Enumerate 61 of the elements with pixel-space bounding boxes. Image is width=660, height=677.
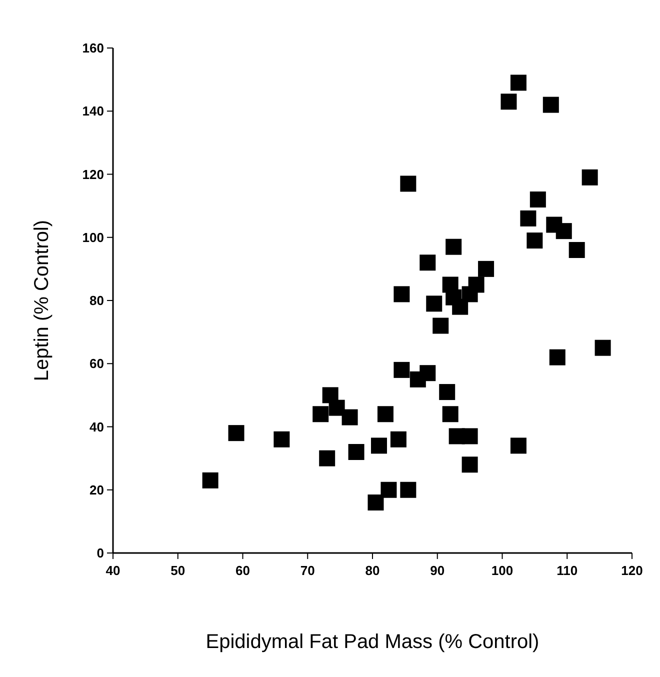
point [420,365,436,382]
point [542,96,559,113]
point [319,450,336,466]
point [328,400,345,416]
y-tick-label: 160 [82,40,104,56]
x-tick-label: 110 [556,563,578,578]
x-tick-label: 90 [430,563,445,578]
point [348,444,364,460]
point [400,482,416,498]
point [342,409,358,426]
x-tick-label: 80 [365,563,380,578]
y-tick-label: 20 [90,482,104,498]
point [568,242,585,258]
y-tick-label: 100 [82,230,104,245]
point [478,260,494,277]
point [439,384,456,400]
point [452,298,468,315]
point [394,286,410,302]
point [530,192,546,208]
point [202,472,218,488]
point [500,94,517,110]
point [228,425,244,442]
y-tick-label: 60 [90,356,104,372]
y-tick-label: 120 [82,166,104,182]
point [370,438,387,454]
point [594,340,611,356]
point [312,406,329,422]
point [377,406,394,422]
y-tick-label: 0 [96,546,104,560]
point [510,438,526,454]
x-tick-label: 120 [621,563,643,578]
point [426,296,442,312]
point [380,482,397,498]
point [390,431,406,448]
y-axis-title: Leptin (% Control) [31,220,53,382]
x-tick-label: 60 [236,563,250,578]
point [462,456,478,473]
x-tick-label: 70 [300,563,315,578]
point [582,169,598,186]
point [432,318,449,334]
point [526,232,543,249]
x-tick-label: 100 [491,563,514,578]
y-tick-label: 140 [82,104,104,119]
x-tick-label: 40 [106,563,120,578]
x-tick-label: 50 [170,563,186,578]
point [446,238,462,255]
point [556,223,572,240]
point [400,176,416,192]
point [394,362,410,378]
point [462,428,478,444]
point [468,276,484,293]
point [442,406,458,422]
x-axis-title: Epididymal Fat Pad Mass (% Control) [206,631,540,653]
point [549,349,566,366]
point [420,254,436,271]
point [274,431,290,448]
point [510,74,526,91]
point [520,210,536,226]
y-tick-label: 40 [90,419,104,434]
point [368,494,384,510]
y-tick-label: 80 [90,293,104,308]
